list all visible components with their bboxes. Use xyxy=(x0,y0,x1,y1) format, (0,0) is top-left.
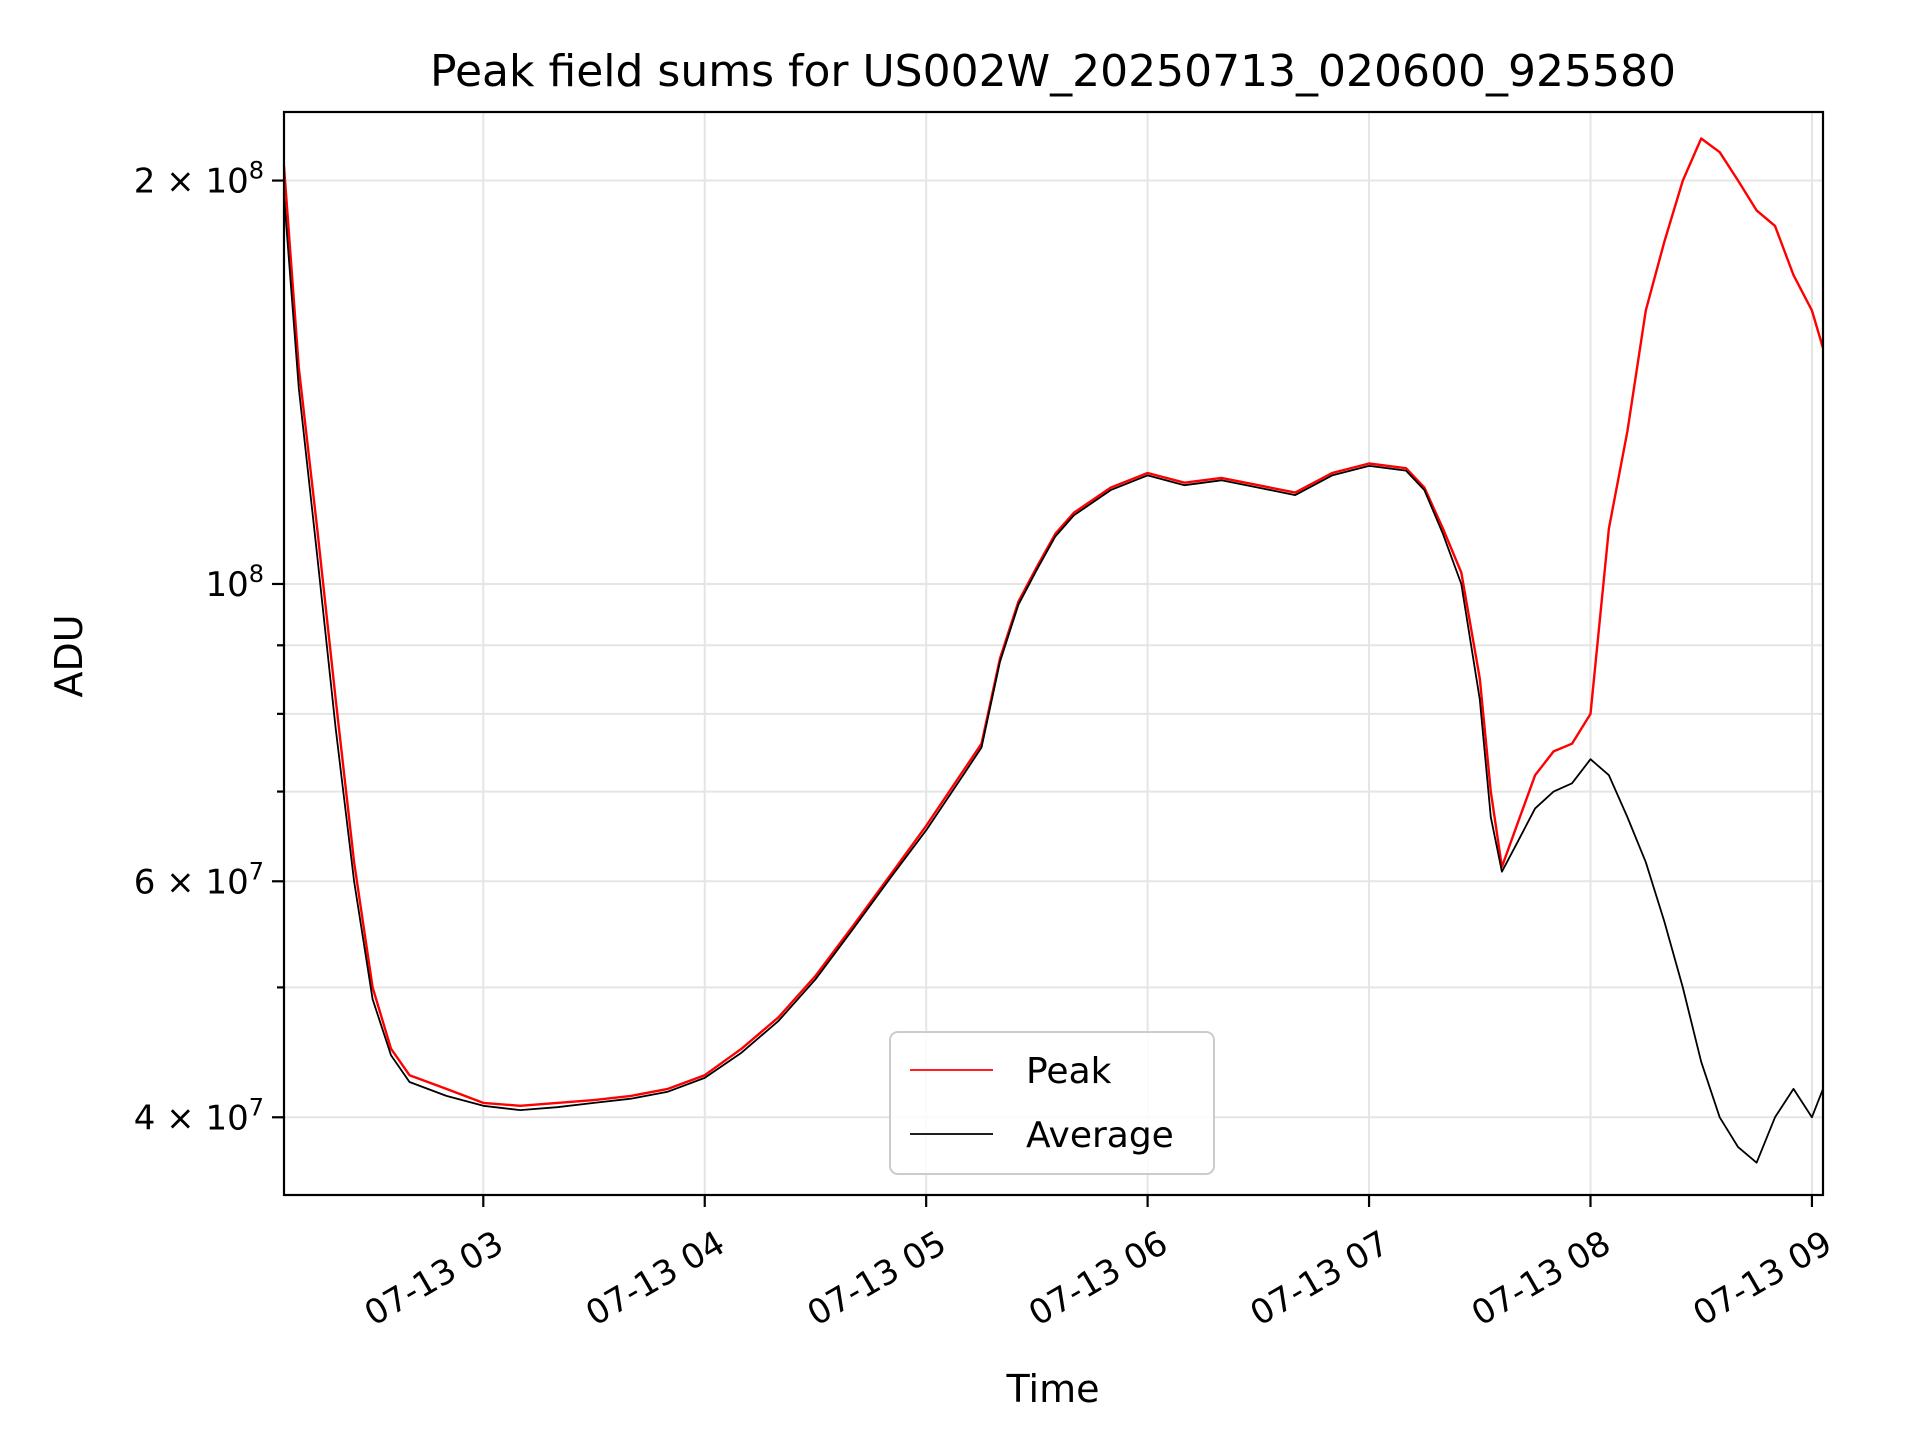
y-tick-label: 6 × 107 xyxy=(134,857,264,902)
x-tick-label: 07-13 07 xyxy=(1244,1223,1396,1334)
x-tick-label: 07-13 08 xyxy=(1465,1223,1617,1334)
legend: Peak Average xyxy=(889,1031,1215,1175)
series-line-average xyxy=(284,195,1823,1164)
plot-frame xyxy=(282,110,1825,1197)
y-axis-label: ADU xyxy=(47,614,91,697)
x-tick-label: 07-13 05 xyxy=(801,1223,953,1334)
series-layer xyxy=(284,137,1823,1164)
legend-label-peak: Peak xyxy=(1026,1051,1112,1092)
y-tick-label: 4 × 107 xyxy=(134,1093,264,1138)
series-line-peak xyxy=(284,137,1823,1108)
y-tick-label: 108 xyxy=(205,560,264,605)
legend-box xyxy=(889,1031,1215,1175)
x-tick-label: 07-13 04 xyxy=(579,1223,731,1334)
x-tick-label: 07-13 06 xyxy=(1022,1223,1174,1334)
chart-title: Peak field sums for US002W_20250713_0206… xyxy=(430,46,1676,97)
x-tick-label: 07-13 09 xyxy=(1686,1223,1838,1334)
x-axis-label: Time xyxy=(1006,1367,1100,1411)
grid-layer xyxy=(284,112,1823,1195)
legend-label-average: Average xyxy=(1026,1115,1174,1156)
y-tick-label: 2 × 108 xyxy=(134,157,264,202)
x-tick-label: 07-13 03 xyxy=(358,1223,510,1334)
